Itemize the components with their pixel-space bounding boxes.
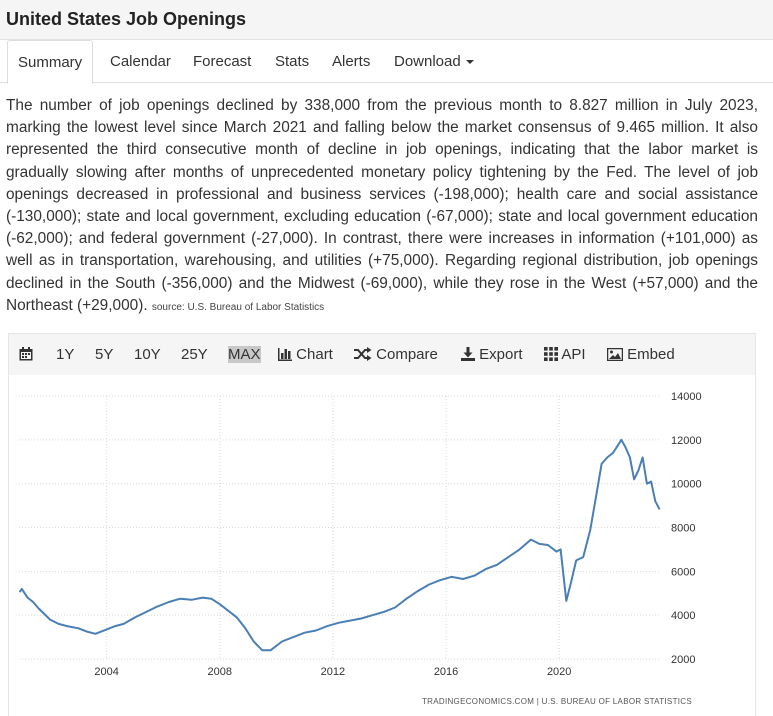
y-tick-label: 12000 — [671, 435, 702, 447]
page-header: United States Job Openings — [0, 0, 773, 40]
embed-label: Embed — [627, 346, 675, 363]
chart-type-button[interactable]: Chart — [278, 334, 333, 376]
range-1y-button[interactable]: 1Y — [56, 346, 75, 363]
tab-bar: Summary Calendar Forecast Stats Alerts D… — [0, 40, 773, 84]
calendar-icon[interactable] — [19, 334, 33, 376]
embed-button[interactable]: Embed — [606, 334, 675, 376]
y-tick-label: 14000 — [671, 391, 702, 403]
range-10y-button[interactable]: 10Y — [134, 346, 161, 363]
tab-forecast[interactable]: Forecast — [193, 53, 252, 70]
summary-text: The number of job openings declined by 3… — [6, 95, 758, 319]
page-title: United States Job Openings — [6, 9, 247, 29]
tab-summary[interactable]: Summary — [7, 40, 94, 84]
compare-label: Compare — [376, 346, 438, 363]
range-max-button[interactable]: MAX — [228, 334, 261, 376]
y-tick-label: 4000 — [671, 610, 695, 622]
chevron-down-icon — [465, 60, 474, 65]
export-label: Export — [479, 346, 523, 363]
summary-source: source: U.S. Bureau of Labor Statistics — [151, 301, 325, 313]
chart-area: 2000 4000 6000 8000 10000 12000 14000 2004 2008 2… — [8, 375, 756, 716]
download-icon — [461, 347, 475, 361]
x-tick-label: 2012 — [321, 666, 345, 678]
range-max-label: MAX — [228, 346, 261, 363]
y-tick-label: 8000 — [671, 523, 695, 535]
y-tick-label: 2000 — [671, 654, 695, 666]
x-tick-label: 2020 — [547, 666, 571, 678]
chart-credit: TRADINGECONOMICS.COM | U.S. BUREAU OF LA… — [422, 697, 692, 706]
shuffle-icon — [354, 347, 372, 361]
api-label: API — [561, 346, 586, 363]
tab-alerts[interactable]: Alerts — [332, 53, 371, 70]
range-25y-button[interactable]: 25Y — [181, 346, 208, 363]
job-openings-chart: 2000 4000 6000 8000 10000 12000 14000 2004 2008 2… — [18, 391, 702, 706]
range-5y-button[interactable]: 5Y — [95, 346, 114, 363]
tab-stats[interactable]: Stats — [275, 53, 310, 70]
tab-calendar[interactable]: Calendar — [110, 53, 171, 70]
tab-download[interactable]: Download — [384, 40, 484, 83]
chart-toolbar: 1Y 5Y 10Y 25Y MAX Chart Compare Export A… — [8, 333, 756, 375]
summary-paragraph: The number of job openings declined by 3… — [6, 97, 758, 314]
api-button[interactable]: API — [544, 334, 586, 376]
y-tick-label: 10000 — [671, 479, 702, 491]
x-tick-label: 2008 — [208, 666, 232, 678]
chart-type-label: Chart — [296, 346, 333, 363]
x-tick-label: 2016 — [434, 666, 458, 678]
export-button[interactable]: Export — [461, 334, 523, 376]
image-icon — [606, 347, 624, 362]
grid-icon — [544, 347, 558, 361]
compare-button[interactable]: Compare — [354, 334, 438, 376]
tab-download-label: Download — [394, 53, 461, 70]
series-line-job-openings — [18, 438, 661, 652]
x-tick-label: 2004 — [94, 666, 118, 678]
y-tick-label: 6000 — [671, 566, 695, 578]
bar-chart-icon — [278, 348, 292, 361]
